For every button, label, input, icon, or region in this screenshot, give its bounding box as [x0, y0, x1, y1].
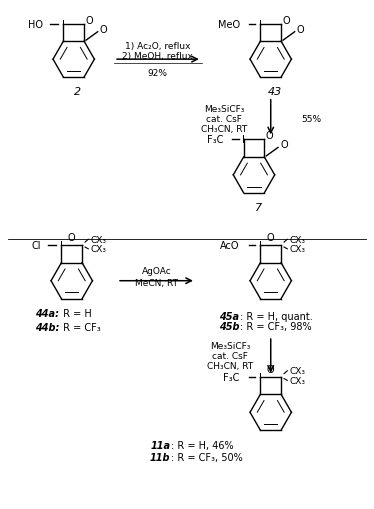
Text: O: O	[267, 364, 275, 374]
Text: CH₃CN, RT: CH₃CN, RT	[207, 361, 254, 371]
Text: O: O	[68, 233, 76, 242]
Text: 7: 7	[255, 203, 262, 213]
Text: : R = CF₃, 98%: : R = CF₃, 98%	[240, 322, 312, 331]
Text: Me₃SiCF₃: Me₃SiCF₃	[210, 342, 251, 351]
Text: O: O	[266, 131, 273, 141]
Text: CH₃CN, RT: CH₃CN, RT	[201, 125, 248, 134]
Text: 55%: 55%	[301, 115, 321, 124]
Text: O: O	[297, 25, 304, 35]
Text: O: O	[267, 233, 275, 242]
Text: AcO: AcO	[220, 241, 240, 250]
Text: : R = CF₃, 50%: : R = CF₃, 50%	[171, 452, 243, 462]
Text: Me₃SiCF₃: Me₃SiCF₃	[204, 105, 245, 114]
Text: 11a: 11a	[150, 440, 170, 450]
Text: MeO: MeO	[218, 19, 240, 30]
Text: I: I	[259, 241, 262, 250]
Text: 45b: 45b	[219, 322, 239, 331]
Text: AgOAc: AgOAc	[142, 267, 171, 276]
Text: HO: HO	[28, 19, 43, 30]
Text: O: O	[85, 15, 93, 25]
Text: 44a:: 44a:	[35, 308, 59, 318]
Text: CX₃: CX₃	[90, 245, 106, 254]
Text: : R = H, quant.: : R = H, quant.	[240, 312, 313, 322]
Text: F₃C: F₃C	[207, 135, 223, 145]
Text: I: I	[259, 19, 262, 30]
Text: R = H: R = H	[60, 308, 92, 318]
Text: 2: 2	[74, 87, 82, 97]
Text: O: O	[100, 25, 107, 35]
Text: CX₃: CX₃	[289, 376, 305, 385]
Text: cat. CsF: cat. CsF	[206, 115, 242, 124]
Text: CX₃: CX₃	[90, 235, 106, 244]
Text: 92%: 92%	[147, 69, 168, 78]
Text: 1) Ac₂O, reflux: 1) Ac₂O, reflux	[125, 42, 190, 51]
Text: O: O	[280, 140, 288, 150]
Text: cat. CsF: cat. CsF	[212, 352, 248, 361]
Text: I: I	[62, 19, 65, 30]
Text: F₃C: F₃C	[223, 372, 240, 382]
Text: I: I	[259, 372, 262, 382]
Text: Cl: Cl	[31, 241, 41, 250]
Text: O: O	[282, 15, 290, 25]
Text: 11b: 11b	[150, 452, 170, 462]
Text: CX₃: CX₃	[289, 245, 305, 254]
Text: 45a: 45a	[219, 312, 239, 322]
Text: I: I	[60, 241, 63, 250]
Text: : R = H, 46%: : R = H, 46%	[171, 440, 234, 450]
Text: R = CF₃: R = CF₃	[60, 323, 101, 333]
Text: 2) MeOH, reflux: 2) MeOH, reflux	[122, 51, 193, 61]
Text: CX₃: CX₃	[289, 235, 305, 244]
Text: 44b:: 44b:	[35, 323, 59, 333]
Text: 43: 43	[268, 87, 282, 97]
Text: I: I	[242, 135, 245, 145]
Text: MeCN, RT: MeCN, RT	[135, 278, 178, 288]
Text: CX₃: CX₃	[289, 366, 305, 376]
